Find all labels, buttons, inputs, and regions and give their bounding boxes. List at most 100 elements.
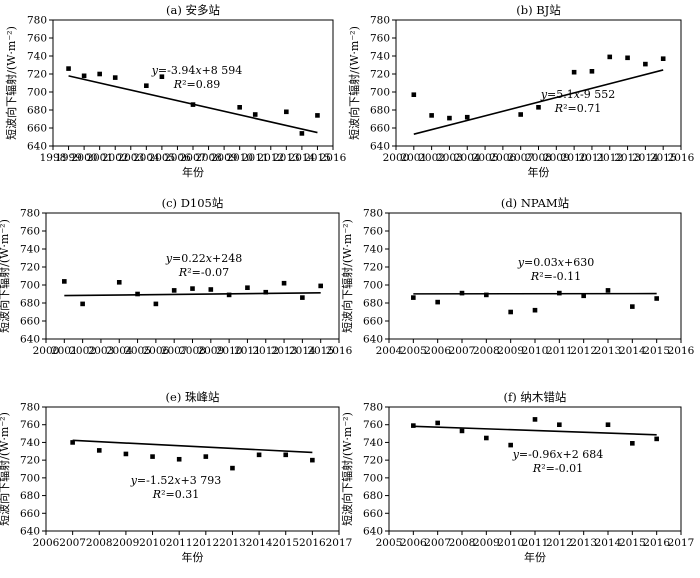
x-tick-label: 2004: [376, 345, 403, 357]
chart-title: (e) 珠峰站: [166, 390, 220, 404]
regression-equation: y=5.1x-9 552: [540, 88, 615, 101]
data-point: [159, 74, 165, 79]
regression-equation: y=0.03x+630: [517, 256, 594, 269]
r-squared-label: R²=-0.11: [530, 270, 581, 283]
x-tick-label: 2008: [525, 152, 552, 164]
y-tick-label: 700: [370, 87, 390, 99]
data-point: [605, 288, 611, 293]
chart-title: (c) D105站: [162, 196, 224, 210]
x-tick-label: 2005: [124, 345, 151, 357]
x-tick-label: 2007: [507, 152, 534, 164]
x-tick-label: 2003: [117, 152, 144, 164]
data-point: [508, 442, 513, 448]
x-tick-label: 2002: [102, 152, 129, 164]
data-point: [230, 465, 235, 471]
data-point: [429, 113, 434, 118]
x-tick-label: 2009: [543, 152, 570, 164]
x-tick-label: 2015: [619, 537, 646, 549]
x-tick-label: 2012: [257, 152, 284, 164]
x-tick-label: 2015: [650, 152, 677, 164]
data-point: [299, 131, 305, 136]
data-point: [62, 279, 67, 284]
data-point: [315, 113, 320, 118]
data-point: [557, 422, 562, 428]
r-squared-label: R²=-0.01: [532, 462, 583, 475]
x-tick-label: 2000: [71, 152, 98, 164]
x-tick-label: 2015: [304, 152, 331, 164]
x-axis-label: 年份: [524, 550, 546, 564]
data-point: [318, 283, 323, 289]
data-point: [435, 299, 440, 305]
data-point: [281, 280, 287, 286]
y-tick-label: 740: [27, 51, 47, 63]
x-tick-label: 2011: [522, 537, 549, 549]
data-point: [256, 452, 262, 458]
y-tick-label: 720: [20, 262, 40, 274]
y-tick-label: 720: [363, 262, 383, 274]
data-point: [190, 102, 196, 107]
data-point: [97, 71, 102, 77]
chart-title: (a) 安多站: [166, 3, 220, 17]
y-tick-label: 660: [20, 316, 40, 328]
x-tick-label: 2012: [596, 152, 623, 164]
chart-title: (d) NPAM站: [501, 196, 570, 210]
y-tick-label: 660: [363, 508, 383, 520]
y-tick-label: 780: [20, 208, 40, 220]
x-tick-label: 2002: [418, 152, 445, 164]
y-tick-label: 720: [20, 455, 40, 467]
data-point: [203, 454, 209, 459]
x-tick-label: 2012: [252, 345, 279, 357]
x-tick-label: 2005: [400, 345, 427, 357]
y-tick-label: 780: [363, 208, 383, 220]
trend-line: [72, 439, 313, 454]
x-tick-label: 2013: [595, 345, 622, 357]
trend-line: [64, 292, 321, 297]
y-tick-label: 700: [363, 472, 383, 484]
x-tick-label: 2005: [149, 152, 176, 164]
y-tick-label: 740: [370, 51, 390, 63]
data-point: [310, 457, 315, 463]
y-tick-label: 780: [370, 15, 390, 27]
data-point: [532, 417, 538, 422]
x-tick-label: 2010: [226, 152, 253, 164]
y-tick-label: 680: [363, 298, 383, 310]
x-tick-label: 2014: [289, 152, 316, 164]
data-point: [411, 295, 416, 300]
y-tick-label: 700: [363, 280, 383, 292]
y-tick-label: 680: [20, 490, 40, 502]
y-tick-label: 760: [363, 419, 383, 431]
data-point: [150, 454, 155, 459]
r-squared-label: R²=0.31: [152, 488, 199, 501]
data-point: [70, 440, 75, 445]
y-tick-label: 740: [363, 437, 383, 449]
x-axis-label: 年份: [182, 550, 204, 564]
x-tick-label: 2005: [472, 152, 499, 164]
x-tick-label: 2013: [614, 152, 641, 164]
y-axis-label: 短波向下辐射/(W·m⁻²): [340, 412, 354, 526]
y-tick-label: 740: [20, 437, 40, 449]
y-axis-label: 短波向下辐射/(W·m⁻²): [340, 219, 354, 333]
chart-title: (f) 纳木错站: [504, 390, 567, 404]
y-tick-label: 660: [20, 508, 40, 520]
y-tick-label: 680: [27, 105, 47, 117]
y-tick-label: 640: [20, 526, 40, 538]
y-tick-label: 760: [27, 33, 47, 45]
data-point: [660, 56, 666, 61]
x-tick-label: 2017: [668, 537, 695, 549]
y-tick-label: 740: [20, 244, 40, 256]
x-tick-label: 2007: [424, 537, 451, 549]
x-tick-label: 2006: [400, 537, 427, 549]
trend-line: [413, 425, 657, 436]
data-point: [459, 428, 465, 434]
y-axis-label: 短波向下辐射/(W·m⁻²): [347, 26, 361, 140]
y-tick-label: 680: [20, 298, 40, 310]
data-point: [283, 452, 289, 458]
data-point: [116, 280, 122, 285]
y-tick-label: 640: [363, 334, 383, 346]
y-tick-label: 660: [370, 123, 390, 135]
y-tick-label: 720: [370, 69, 390, 81]
x-tick-label: 2011: [579, 152, 606, 164]
data-point: [435, 420, 440, 426]
data-point: [536, 105, 541, 110]
